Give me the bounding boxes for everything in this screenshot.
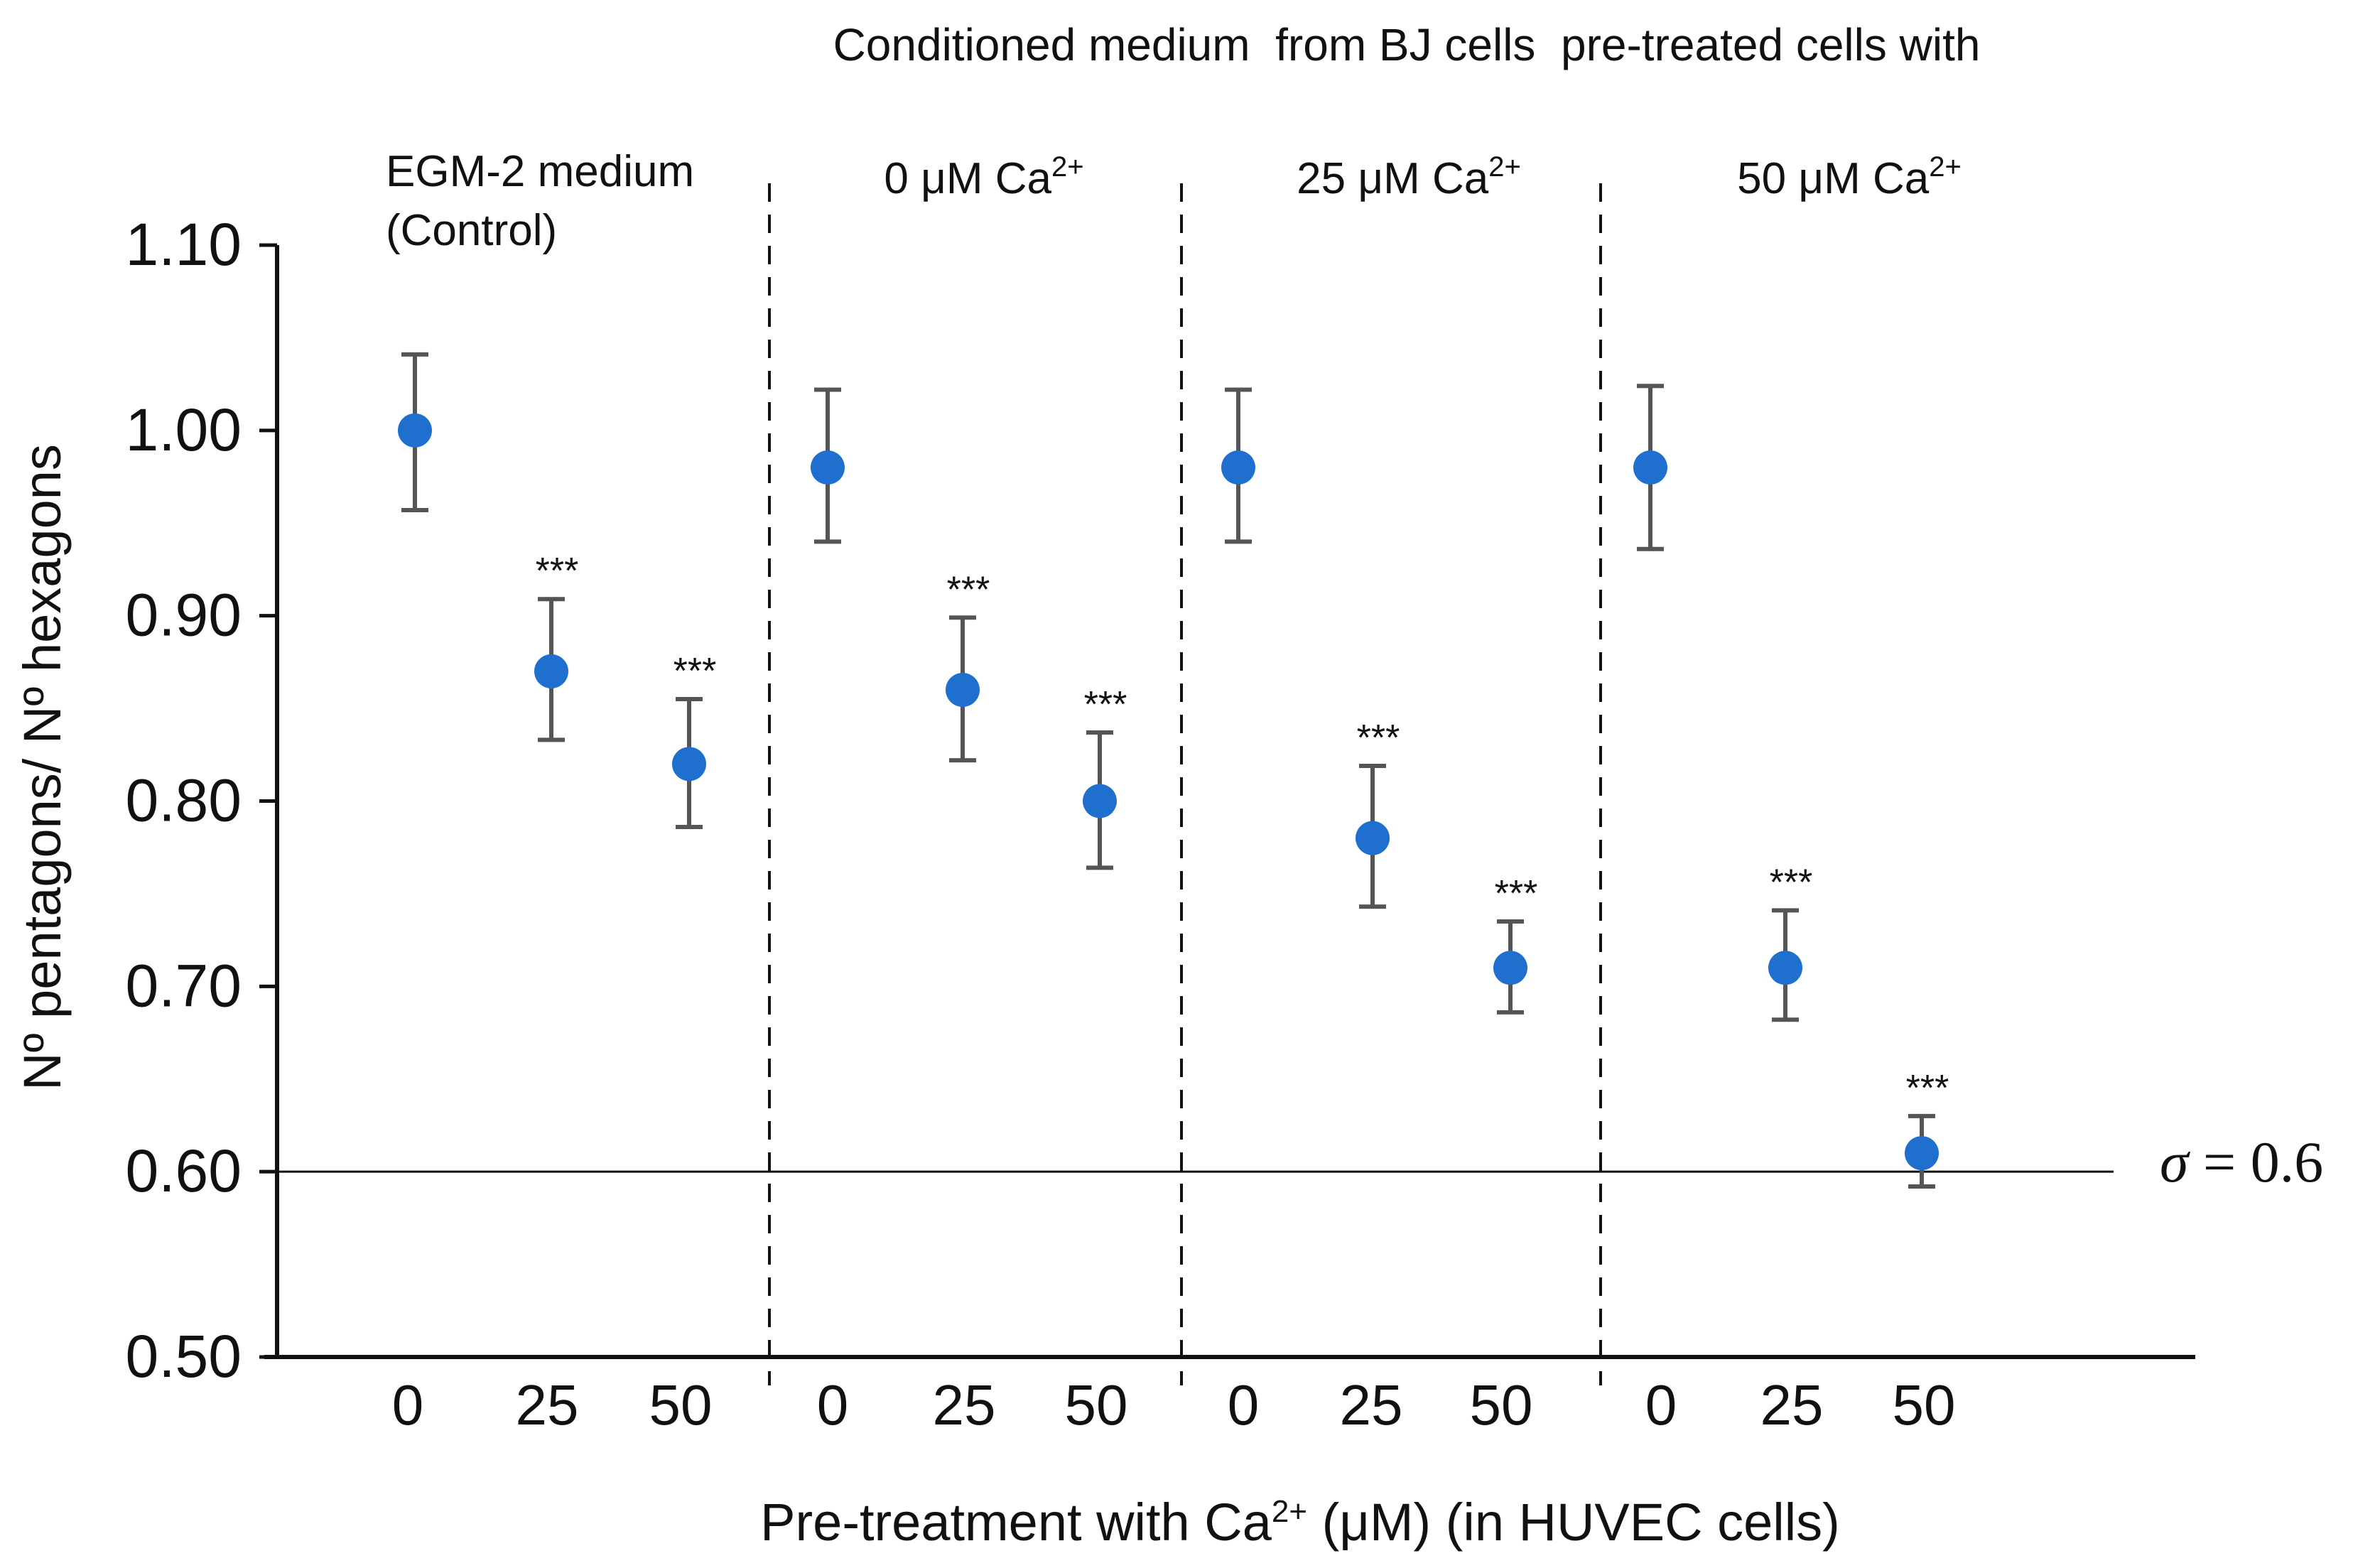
x-category-label: 50	[1065, 1373, 1128, 1437]
reference-line-value: = 0.6	[2188, 1130, 2323, 1194]
data-point	[811, 450, 845, 485]
group-label-main: 50 μM Ca	[1737, 154, 1930, 203]
significance-label: ***	[1770, 862, 1813, 903]
x-category-label: 50	[649, 1373, 713, 1437]
data-point	[1083, 784, 1117, 818]
data-point	[1356, 821, 1390, 855]
group-label-line: (Control)	[386, 206, 557, 255]
y-tick-label: 1.10	[126, 211, 242, 278]
x-category-label: 0	[1645, 1373, 1677, 1437]
group-labels: EGM-2 medium(Control)0 μM Ca2+ 25 μM Ca2+…	[386, 147, 1962, 255]
y-axis-title: Nº pentagons/ Nº hexagons	[13, 444, 72, 1091]
data-point	[1768, 951, 1802, 985]
group-label-sup: 2+	[1051, 151, 1084, 183]
group-label-sup: 2+	[1929, 151, 1962, 183]
significance-label: ***	[673, 651, 717, 692]
x-category-label: 25	[933, 1373, 996, 1437]
group-label-main: 25 μM Ca	[1297, 154, 1489, 203]
x-category-label: 25	[1760, 1373, 1824, 1437]
x-category-label: 0	[392, 1373, 424, 1437]
data-point	[534, 654, 568, 688]
reference-line-group: σ = 0.6	[264, 1130, 2323, 1194]
data-point	[946, 673, 980, 707]
data-point	[1633, 450, 1667, 485]
y-tick-group: 0.50 0.60 0.70 0.80 0.90 1.00 1.10	[126, 211, 277, 1390]
x-category-label: 0	[817, 1373, 849, 1437]
reference-line-symbol: σ	[2160, 1130, 2191, 1194]
data-point	[672, 747, 706, 782]
significance-label: ***	[1495, 873, 1538, 914]
significance-label: ***	[1906, 1068, 1949, 1109]
data-point	[1905, 1136, 1939, 1171]
y-tick-label: 0.90	[126, 582, 242, 649]
group-label: 25 μM Ca2+	[1297, 151, 1521, 203]
x-category-label: 25	[1340, 1373, 1403, 1437]
significance-label: ***	[536, 551, 579, 592]
significance-label: ***	[947, 569, 990, 610]
group-label: 50 μM Ca2+	[1737, 151, 1962, 203]
data-marks: *** *** *** *** *** *** *** ***	[398, 352, 1949, 1189]
x-category-label: 50	[1893, 1373, 1956, 1437]
x-category-label: 50	[1470, 1373, 1533, 1437]
x-axis-title-rest: (μM) (in HUVEC cells)	[1307, 1493, 1840, 1552]
x-axis-title: Pre-treatment with Ca2+ (μM) (in HUVEC c…	[760, 1493, 1840, 1552]
significance-label: ***	[1357, 718, 1400, 759]
group-separators	[768, 183, 1602, 1385]
group-label-main: 0 μM Ca	[884, 154, 1051, 203]
y-tick-label: 1.00	[126, 396, 242, 463]
data-point	[1221, 450, 1255, 485]
chart-title: Conditioned medium from BJ cells pre-tre…	[833, 19, 1981, 70]
x-category-label: 0	[1228, 1373, 1260, 1437]
y-tick-label: 0.60	[126, 1137, 242, 1204]
reference-line-label: σ = 0.6	[2160, 1130, 2323, 1194]
x-axis-title-main: Pre-treatment with Ca	[760, 1493, 1272, 1552]
data-point	[1493, 951, 1527, 985]
group-label-sup: 2+	[1488, 151, 1521, 183]
group-label-line: EGM-2 medium	[386, 147, 694, 196]
x-category-labels: 0 25 50 0 25 50 0 25 50 0 25 50	[392, 1373, 1956, 1437]
y-tick-label: 0.70	[126, 952, 242, 1019]
y-tick-label: 0.50	[126, 1323, 242, 1390]
data-point	[398, 413, 432, 448]
x-category-label: 25	[516, 1373, 579, 1437]
y-tick-label: 0.80	[126, 767, 242, 834]
significance-label: ***	[1084, 684, 1127, 725]
group-label: 0 μM Ca2+	[884, 151, 1083, 203]
x-axis-title-sup: 2+	[1272, 1494, 1307, 1529]
